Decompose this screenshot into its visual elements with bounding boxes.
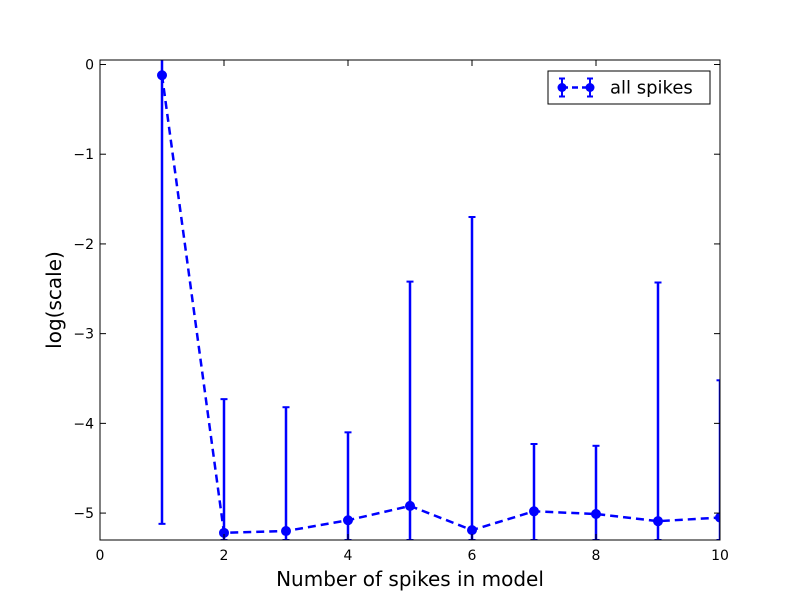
data-point bbox=[653, 516, 663, 527]
x-tick-label: 0 bbox=[96, 548, 105, 564]
data-point bbox=[157, 70, 167, 81]
data-point bbox=[715, 512, 720, 523]
axes-frame bbox=[99, 59, 721, 541]
series-line bbox=[160, 75, 720, 535]
data-point bbox=[467, 525, 477, 536]
data-point bbox=[281, 526, 291, 537]
data-point bbox=[591, 508, 601, 519]
legend-marker-sample bbox=[557, 83, 567, 92]
x-tick-label: 2 bbox=[220, 548, 229, 564]
legend-marker-sample bbox=[585, 83, 595, 92]
x-tick-label: 8 bbox=[592, 548, 601, 564]
data-point bbox=[343, 515, 353, 526]
legend: all spikes bbox=[547, 70, 711, 105]
y-tick-label: −2 bbox=[73, 237, 94, 253]
data-point bbox=[529, 506, 539, 517]
y-tick-label: −1 bbox=[73, 147, 94, 163]
x-tick-label: 4 bbox=[344, 548, 353, 564]
y-tick-label: 0 bbox=[85, 57, 94, 73]
x-tick-label: 10 bbox=[711, 548, 729, 564]
chart-marks bbox=[157, 60, 720, 540]
x-axis-title: Number of spikes in model bbox=[276, 567, 544, 591]
data-point bbox=[405, 500, 415, 511]
y-tick-label: −5 bbox=[73, 506, 94, 522]
x-tick-label: 6 bbox=[468, 548, 477, 564]
y-axis-title: log(scale) bbox=[42, 251, 66, 349]
axis-ticks: 0 2 4 6 8 10 0 −1 −2 −3 −4 −5 bbox=[73, 57, 729, 564]
y-tick-label: −4 bbox=[73, 416, 94, 432]
legend-label: all spikes bbox=[610, 78, 693, 99]
y-tick-label: −3 bbox=[73, 327, 94, 343]
